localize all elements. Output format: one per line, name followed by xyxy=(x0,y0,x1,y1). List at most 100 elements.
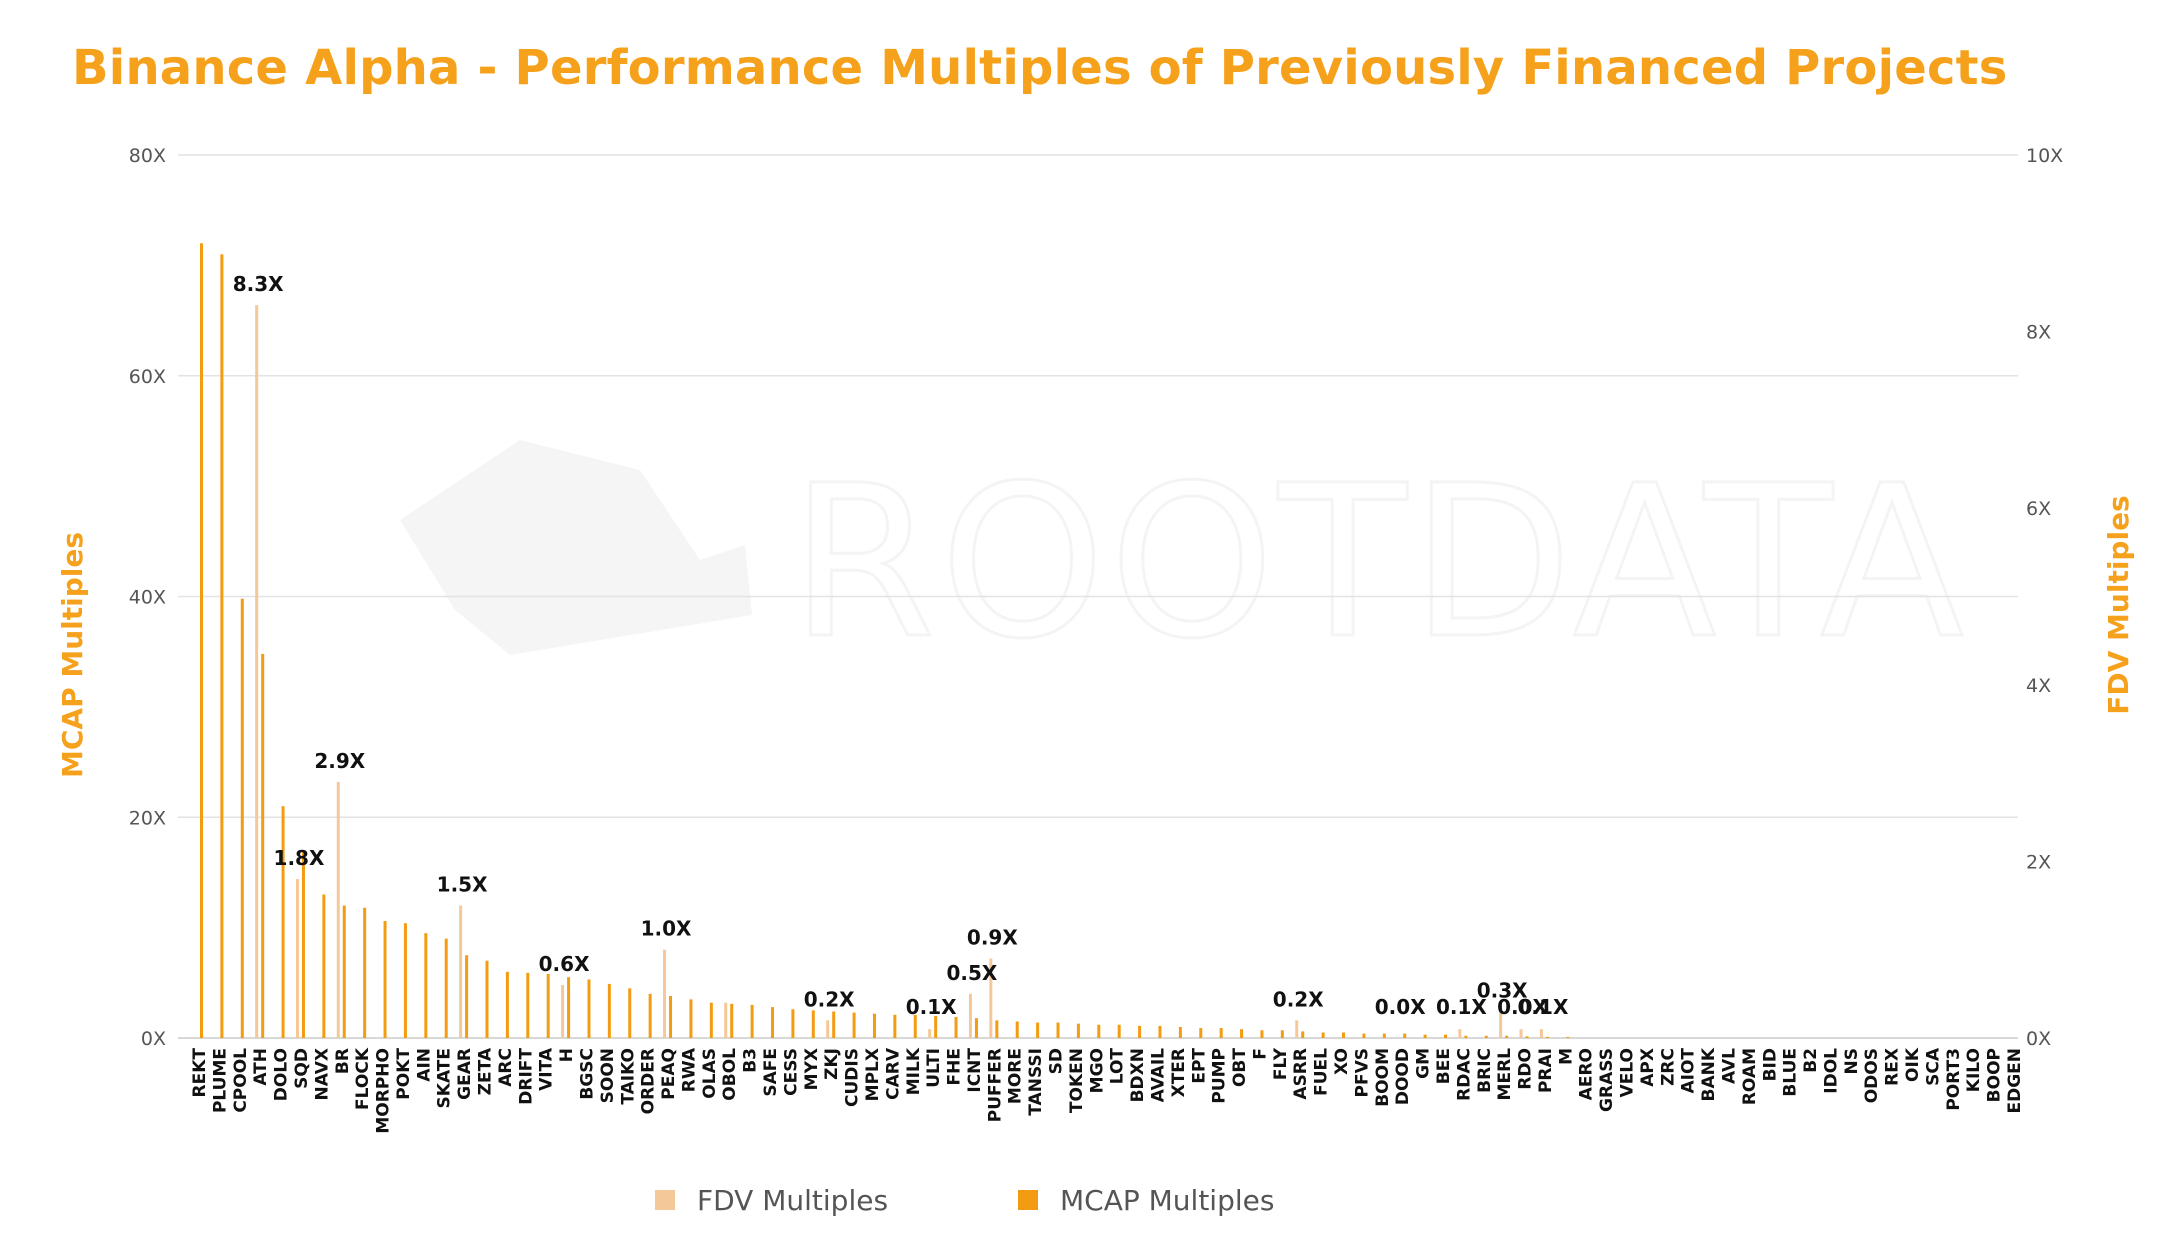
right-tick-label: 2X xyxy=(2026,851,2051,873)
mcap-bar xyxy=(1056,1022,1060,1038)
category-label: AVAIL xyxy=(1148,1048,1168,1102)
fdv-bar xyxy=(1519,1029,1523,1038)
mcap-bar xyxy=(607,983,611,1038)
category-label: TANSSI xyxy=(1026,1048,1046,1116)
fdv-bar xyxy=(1295,1020,1299,1038)
mcap-bar xyxy=(363,907,367,1038)
mcap-bar xyxy=(1321,1032,1325,1038)
category-label: XO xyxy=(1332,1048,1352,1075)
category-label: RDO xyxy=(1516,1048,1536,1090)
right-tick-label: 10X xyxy=(2026,145,2063,167)
watermark-text: ROOTDATA xyxy=(790,440,1968,685)
fdv-data-label: 1.8X xyxy=(274,846,325,870)
mcap-bar xyxy=(709,1002,713,1038)
category-label: AIN xyxy=(414,1048,434,1082)
mcap-bar xyxy=(301,850,305,1038)
category-label: ZETA xyxy=(476,1047,496,1095)
category-label: RWA xyxy=(679,1047,699,1092)
category-label: ORDER xyxy=(639,1048,659,1114)
category-label: BR xyxy=(333,1048,353,1074)
fdv-data-label: 0.5X xyxy=(947,961,998,985)
mcap-bar xyxy=(281,806,285,1038)
category-label: BOOM xyxy=(1373,1048,1393,1107)
right-axis-title: FDV Multiples xyxy=(2102,495,2135,714)
category-label: NS xyxy=(1842,1048,1862,1074)
fdv-data-label: 1.0X xyxy=(641,917,692,941)
mcap-bar xyxy=(342,905,346,1038)
category-label: PFVS xyxy=(1352,1048,1372,1097)
fdv-bar xyxy=(295,879,299,1038)
category-label: SD xyxy=(1047,1048,1067,1074)
fdv-data-label: 0.2X xyxy=(804,987,855,1011)
fdv-bar xyxy=(1499,1011,1503,1038)
category-label: NAVX xyxy=(312,1048,332,1101)
fdv-bar xyxy=(968,993,972,1038)
fdv-data-label: 0.1X xyxy=(906,995,957,1019)
left-tick-label: 0X xyxy=(141,1028,166,1050)
mcap-bar xyxy=(567,977,571,1038)
category-label: BDXN xyxy=(1128,1048,1148,1102)
right-tick-label: 0X xyxy=(2026,1028,2051,1050)
fdv-data-label: 0.1X xyxy=(1518,995,1569,1019)
mcap-bar xyxy=(1280,1030,1284,1038)
rootdata-logo xyxy=(400,440,752,655)
category-label: B3 xyxy=(741,1048,761,1073)
category-label: POKT xyxy=(394,1048,414,1100)
category-label: ULTI xyxy=(924,1048,944,1088)
left-axis-title: MCAP Multiples xyxy=(56,532,89,778)
category-label: ZKJ xyxy=(822,1048,842,1080)
mcap-bar xyxy=(1036,1022,1040,1038)
category-label: ICNT xyxy=(965,1048,985,1093)
mcap-bar xyxy=(1525,1036,1529,1038)
category-label: PUMP xyxy=(1210,1048,1230,1104)
mcap-bar xyxy=(648,993,652,1038)
category-label: ARC xyxy=(496,1048,516,1087)
mcap-bar xyxy=(750,1004,754,1038)
mcap-bar xyxy=(811,1010,815,1038)
mcap-bar xyxy=(1076,1023,1080,1038)
mcap-bar xyxy=(1484,1035,1488,1038)
mcap-bar xyxy=(771,1007,775,1038)
mcap-bar xyxy=(1423,1034,1427,1038)
right-axis-ticks: 0X 2X 4X 6X 8X 10X xyxy=(2026,145,2063,1050)
mcap-bar xyxy=(974,1018,978,1038)
category-label: REKT xyxy=(190,1048,210,1098)
category-label: MYX xyxy=(802,1048,822,1090)
grid-lines xyxy=(178,154,2018,1039)
category-label: OBT xyxy=(1230,1048,1250,1087)
category-label: MORPHO xyxy=(374,1048,394,1134)
category-label: BGSC xyxy=(577,1048,597,1100)
category-label: BANK xyxy=(1699,1047,1719,1101)
fdv-bar xyxy=(724,1002,728,1038)
fdv-bar xyxy=(928,1029,932,1038)
category-label: MERL xyxy=(1495,1048,1515,1101)
category-label: PUFFER xyxy=(985,1048,1005,1122)
left-tick-label: 60X xyxy=(129,366,166,388)
fdv-data-label: 1.5X xyxy=(437,873,488,897)
left-tick-label: 40X xyxy=(129,587,166,609)
mcap-bar xyxy=(1545,1036,1549,1038)
mcap-bar xyxy=(322,894,326,1038)
category-label: SOON xyxy=(598,1048,618,1103)
legend-mcap-label: MCAP Multiples xyxy=(1060,1183,1275,1217)
mcap-bar xyxy=(1505,1035,1509,1038)
category-label: SKATE xyxy=(435,1048,455,1108)
fdv-bar xyxy=(989,958,993,1038)
category-label: GEAR xyxy=(455,1048,475,1100)
mcap-bar xyxy=(1443,1034,1447,1038)
category-label: CESS xyxy=(781,1048,801,1096)
mcap-bar xyxy=(730,1003,734,1038)
mcap-bar xyxy=(1178,1026,1182,1038)
category-label: MGO xyxy=(1087,1048,1107,1093)
category-label: AVL xyxy=(1719,1048,1739,1084)
category-label: M xyxy=(1556,1048,1576,1065)
mcap-bar xyxy=(1362,1033,1366,1038)
fdv-bar xyxy=(459,905,463,1038)
mcap-bar xyxy=(791,1009,795,1038)
category-label: PEAQ xyxy=(659,1048,679,1100)
category-labels: REKT PLUME CPOOL ATH DOLO SQD NAVX BR FLOCK MORPH… xyxy=(190,1047,2025,1133)
category-label: PRAI xyxy=(1536,1048,1556,1093)
category-label: IDOL xyxy=(1821,1048,1841,1094)
bars xyxy=(200,243,1570,1039)
mcap-bar xyxy=(1342,1032,1346,1038)
